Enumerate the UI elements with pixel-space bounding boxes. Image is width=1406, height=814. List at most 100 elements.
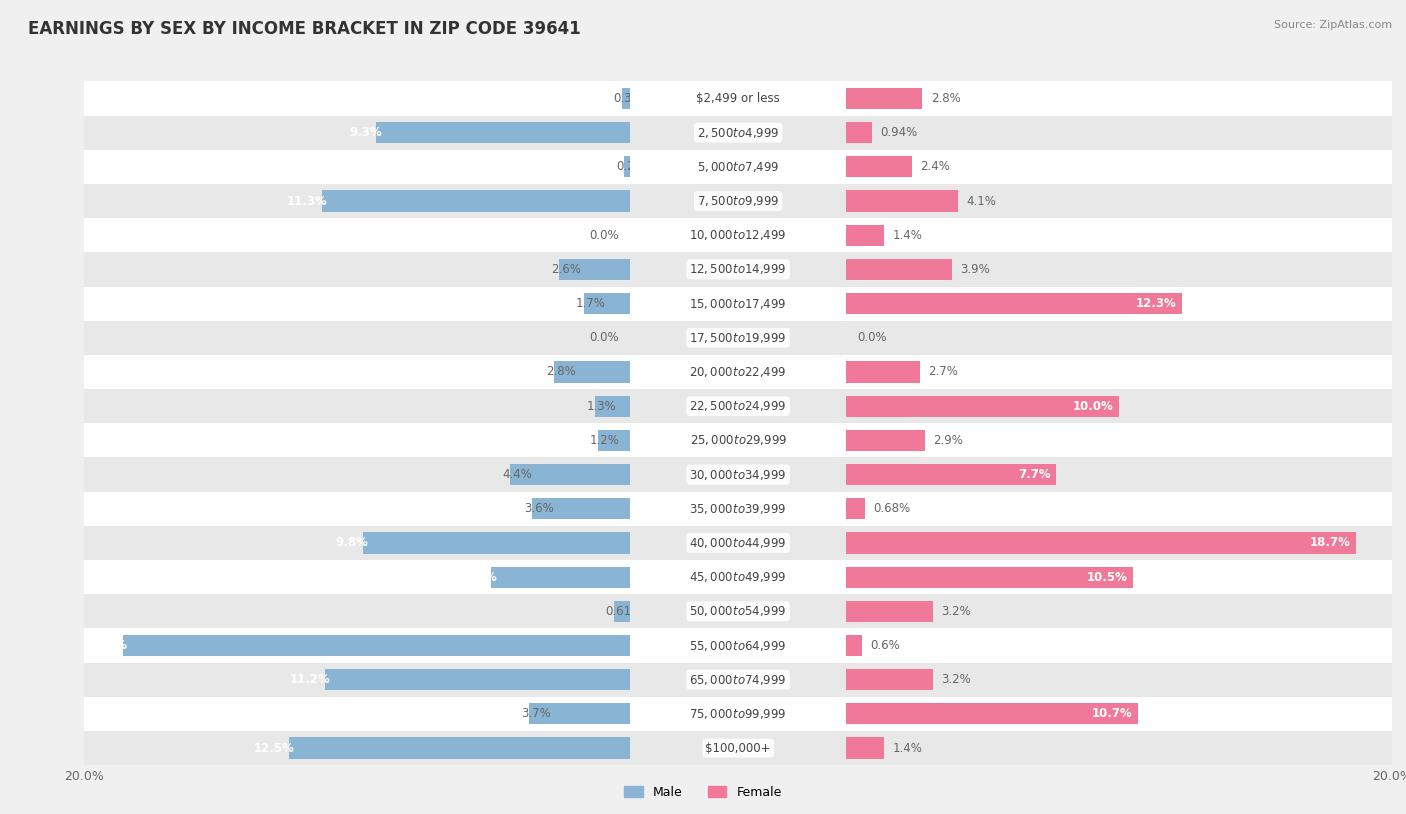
Text: $50,000 to $54,999: $50,000 to $54,999 [689,604,787,619]
Bar [84,526,630,560]
Text: 9.3%: 9.3% [349,126,382,139]
Bar [290,737,630,759]
Bar [630,321,846,355]
Bar [846,156,911,177]
Bar [531,498,630,519]
Bar [630,457,846,492]
Text: $30,000 to $34,999: $30,000 to $34,999 [689,467,787,482]
Text: 5.1%: 5.1% [464,571,496,584]
Bar [122,635,630,656]
Text: 0.61%: 0.61% [606,605,643,618]
Bar [846,560,1392,594]
Bar [630,628,846,663]
Text: $65,000 to $74,999: $65,000 to $74,999 [689,672,787,687]
Text: 18.7%: 18.7% [1310,536,1351,549]
Text: 2.9%: 2.9% [934,434,963,447]
Text: 12.3%: 12.3% [1136,297,1177,310]
Bar [846,567,1133,588]
Bar [846,88,922,109]
Bar [84,218,630,252]
Text: 0.68%: 0.68% [873,502,910,515]
Bar [630,287,846,321]
Text: $17,500 to $19,999: $17,500 to $19,999 [689,330,787,345]
Bar [846,225,884,246]
Bar [846,731,1392,765]
Bar [846,218,1392,252]
Bar [846,389,1392,423]
Text: 2.8%: 2.8% [546,365,575,379]
Text: 1.2%: 1.2% [589,434,619,447]
Bar [325,669,630,690]
Text: 11.2%: 11.2% [290,673,330,686]
Text: 0.94%: 0.94% [880,126,917,139]
Text: 1.7%: 1.7% [575,297,606,310]
Bar [624,156,630,177]
Bar [630,526,846,560]
Bar [846,190,957,212]
Bar [630,355,846,389]
Bar [846,628,1392,663]
Bar [84,184,630,218]
Text: 3.7%: 3.7% [522,707,551,720]
Text: 3.9%: 3.9% [960,263,990,276]
Text: 0.0%: 0.0% [856,331,887,344]
Text: 7.7%: 7.7% [1018,468,1050,481]
Bar [491,567,630,588]
Bar [84,731,630,765]
Bar [554,361,630,383]
Bar [846,635,862,656]
Text: 0.0%: 0.0% [589,229,620,242]
Bar [84,389,630,423]
Bar [846,361,920,383]
Bar [630,184,846,218]
Bar [84,492,630,526]
Bar [529,703,630,724]
Bar [846,697,1392,731]
Bar [846,498,865,519]
Text: $5,000 to $7,499: $5,000 to $7,499 [697,160,779,174]
Text: 1.4%: 1.4% [893,742,922,755]
Text: Source: ZipAtlas.com: Source: ZipAtlas.com [1274,20,1392,30]
Legend: Male, Female: Male, Female [619,781,787,803]
Bar [846,492,1392,526]
Text: $100,000+: $100,000+ [706,742,770,755]
Bar [846,663,1392,697]
Bar [84,594,630,628]
Bar [377,122,630,143]
Bar [846,737,884,759]
Text: $15,000 to $17,499: $15,000 to $17,499 [689,296,787,311]
Text: 10.5%: 10.5% [1087,571,1128,584]
Text: $40,000 to $44,999: $40,000 to $44,999 [689,536,787,550]
Bar [84,321,630,355]
Bar [84,150,630,184]
Text: 12.5%: 12.5% [253,742,294,755]
Bar [84,663,630,697]
Bar [846,532,1357,554]
Bar [846,81,1392,116]
Bar [84,116,630,150]
Text: 3.6%: 3.6% [524,502,554,515]
Text: 18.6%: 18.6% [87,639,128,652]
Bar [84,287,630,321]
Bar [846,116,1392,150]
Bar [84,697,630,731]
Bar [846,396,1119,417]
Bar [510,464,630,485]
Text: 10.7%: 10.7% [1092,707,1133,720]
Bar [84,423,630,457]
Bar [846,293,1182,314]
Text: EARNINGS BY SEX BY INCOME BRACKET IN ZIP CODE 39641: EARNINGS BY SEX BY INCOME BRACKET IN ZIP… [28,20,581,38]
Bar [846,464,1056,485]
Bar [846,669,934,690]
Bar [846,594,1392,628]
Text: $2,500 to $4,999: $2,500 to $4,999 [697,125,779,140]
Text: $7,500 to $9,999: $7,500 to $9,999 [697,194,779,208]
Text: $45,000 to $49,999: $45,000 to $49,999 [689,570,787,584]
Text: $55,000 to $64,999: $55,000 to $64,999 [689,638,787,653]
Bar [84,628,630,663]
Bar [630,150,846,184]
Bar [595,396,630,417]
Bar [846,703,1137,724]
Text: 11.3%: 11.3% [287,195,328,208]
Bar [84,252,630,287]
